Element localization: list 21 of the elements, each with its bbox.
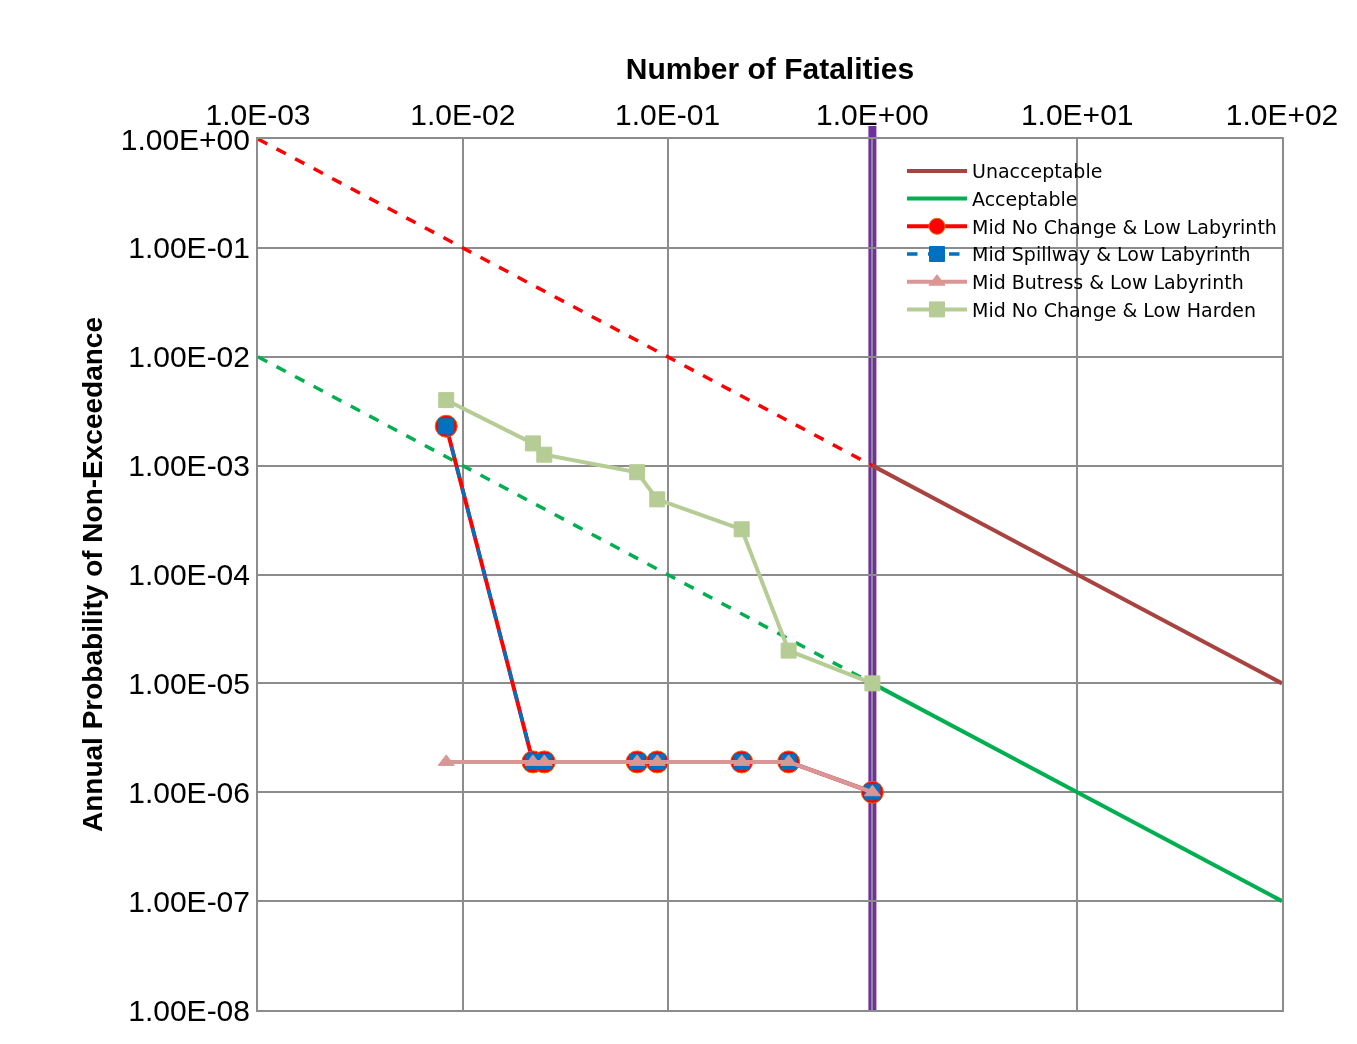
y-tick-label: 1.00E-08 [128,993,250,1027]
y-tick-label: 1.00E-07 [128,884,250,918]
x-tick-label: 1.0E-01 [615,98,721,131]
x-tick-label: 1.0E+01 [1020,98,1134,131]
y-axis-title: Annual Probability of Non-Exceedance [76,317,108,832]
y-tick-label: 1.00E-05 [128,666,250,700]
x-tick-label: 1.0E+02 [1225,98,1339,131]
y-tick-label: 1.00E-02 [128,340,250,374]
y-tick-label: 1.00E-04 [128,558,250,591]
y-tick-label: 1.00E-01 [128,231,250,265]
legend-label: Mid No Change & Low Harden [972,298,1256,321]
legend-label: Acceptable [972,188,1078,211]
legend-label: Mid No Change & Low Labyrinth [972,215,1277,238]
y-tick-label: 1.00E-03 [128,449,250,483]
legend-label: Mid Spillway & Low Labyrinth [972,243,1251,266]
x-tick-label: 1.0E+00 [816,98,929,131]
legend-label: Unacceptable [972,160,1103,183]
x-axis-title: Number of Fatalities [625,51,915,85]
legend-label: Mid Butress & Low Labyrinth [972,271,1244,294]
x-tick-label: 1.0E-02 [410,98,516,131]
y-tick-label: 1.00E-06 [128,775,250,809]
